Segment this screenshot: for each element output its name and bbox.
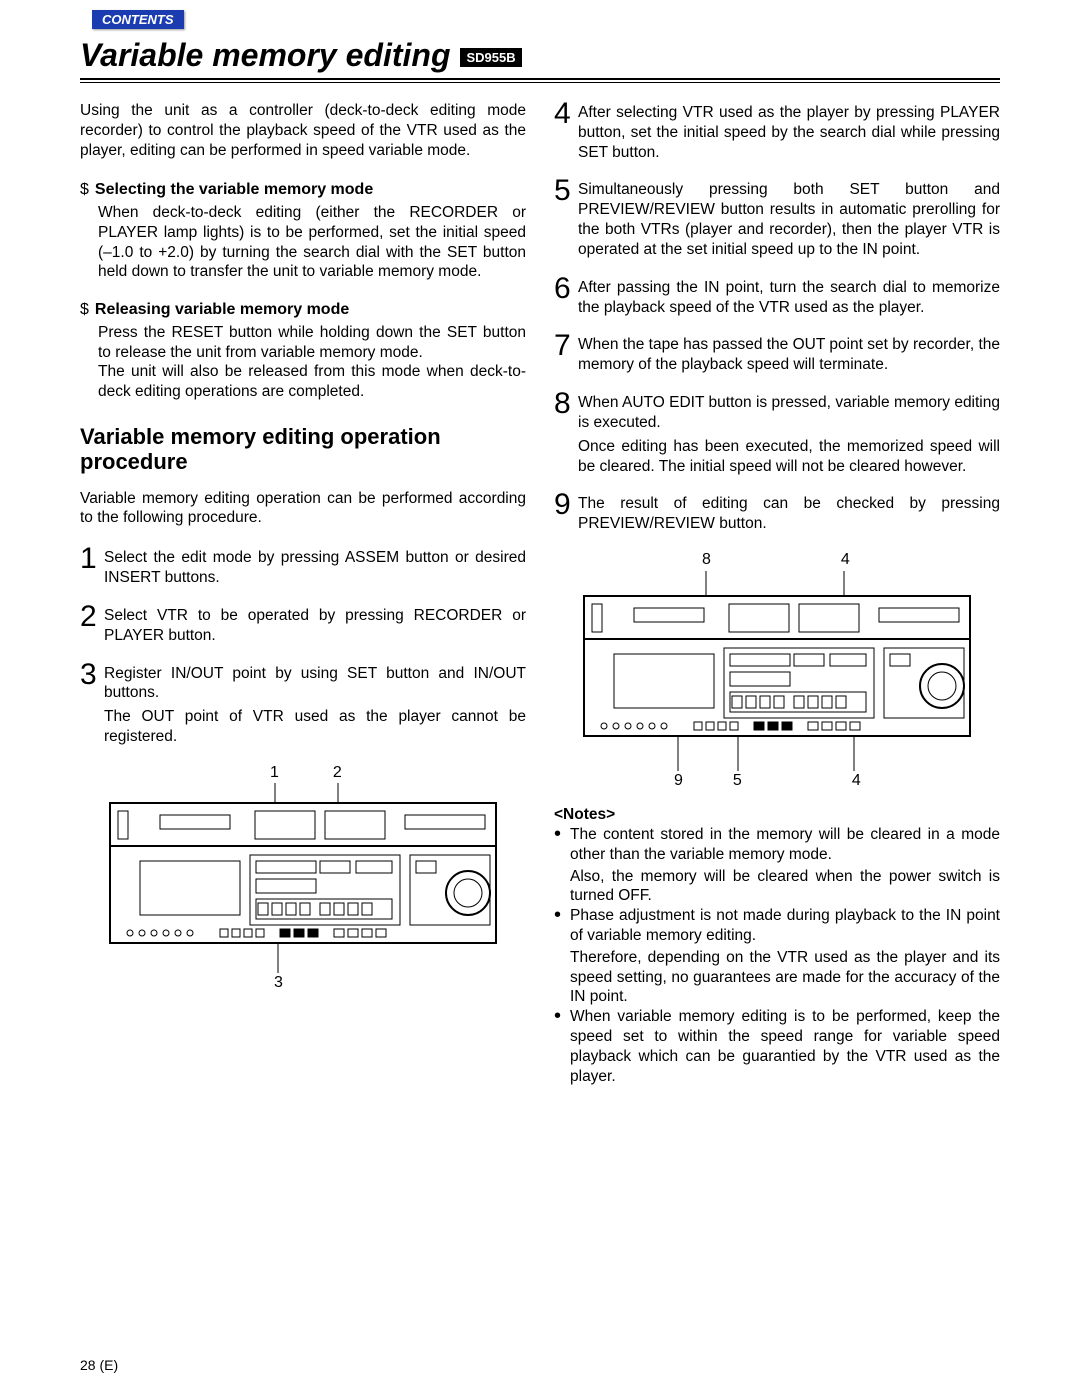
note-1: The content stored in the memory will be… (570, 825, 1000, 865)
step-num-2: 2 (80, 604, 100, 646)
right-column: 4After selecting VTR used as the player … (554, 101, 1000, 1089)
device-figure-2: 8 4 (554, 550, 1000, 791)
step-8-note: Once editing has been executed, the memo… (578, 437, 1000, 477)
note-1b: Also, the memory will be cleared when th… (570, 867, 1000, 907)
step-3: Register IN/OUT point by using SET butto… (104, 662, 526, 704)
callout-3: 3 (274, 973, 283, 993)
step-num-1: 1 (80, 546, 100, 588)
intro-text: Using the unit as a controller (deck-to-… (80, 101, 526, 160)
subhead-selecting: Selecting the variable memory mode (95, 180, 373, 200)
bullet-icon: • (554, 825, 564, 865)
device-illustration-2 (554, 571, 1000, 771)
contents-button[interactable]: CONTENTS (92, 10, 184, 29)
title-row: Variable memory editing SD955B (80, 37, 1000, 74)
step-num-4: 4 (554, 101, 574, 162)
step-7: When the tape has passed the OUT point s… (578, 333, 1000, 375)
notes-heading: <Notes> (554, 805, 1000, 825)
step-9: The result of editing can be checked by … (578, 492, 1000, 534)
step-3-note: The OUT point of VTR used as the player … (104, 707, 526, 747)
device-illustration-1 (80, 783, 526, 973)
model-badge: SD955B (460, 48, 521, 67)
callout-4: 4 (841, 550, 850, 570)
sub2-body: Press the RESET button while holding dow… (98, 323, 526, 402)
callout-5: 5 (733, 771, 742, 791)
step-num-7: 7 (554, 333, 574, 375)
sub1-body: When deck-to-deck editing (either the RE… (98, 203, 526, 282)
step-4: After selecting VTR used as the player b… (578, 101, 1000, 162)
callout-2: 2 (333, 763, 342, 783)
step-6: After passing the IN point, turn the sea… (578, 276, 1000, 318)
callout-8: 8 (702, 550, 711, 570)
bullet-dollar: $ (80, 180, 89, 200)
page-title: Variable memory editing (80, 37, 450, 74)
step-2: Select VTR to be operated by pressing RE… (104, 604, 526, 646)
step-8: When AUTO EDIT button is pressed, variab… (578, 391, 1000, 433)
step-num-6: 6 (554, 276, 574, 318)
callout-9: 9 (674, 771, 683, 791)
device-figure-1: 1 2 (80, 763, 526, 994)
step-5: Simultaneously pressing both SET button … (578, 178, 1000, 259)
note-3: When variable memory editing is to be pe… (570, 1007, 1000, 1086)
step-num-3: 3 (80, 662, 100, 704)
page-number: 28 (E) (80, 1357, 118, 1373)
callout-1: 1 (270, 763, 279, 783)
subhead-releasing: Releasing variable memory mode (95, 300, 349, 320)
bullet-dollar: $ (80, 300, 89, 320)
bullet-icon: • (554, 1007, 564, 1086)
callout-4b: 4 (852, 771, 861, 791)
note-2b: Therefore, depending on the VTR used as … (570, 948, 1000, 1007)
step-num-8: 8 (554, 391, 574, 433)
title-rule (80, 78, 1000, 83)
section-title: Variable memory editing operation proced… (80, 424, 526, 475)
step-num-5: 5 (554, 178, 574, 259)
step-num-9: 9 (554, 492, 574, 534)
note-2: Phase adjustment is not made during play… (570, 906, 1000, 946)
proc-intro: Variable memory editing operation can be… (80, 489, 526, 529)
step-1: Select the edit mode by pressing ASSEM b… (104, 546, 526, 588)
bullet-icon: • (554, 906, 564, 946)
left-column: Using the unit as a controller (deck-to-… (80, 101, 526, 1089)
